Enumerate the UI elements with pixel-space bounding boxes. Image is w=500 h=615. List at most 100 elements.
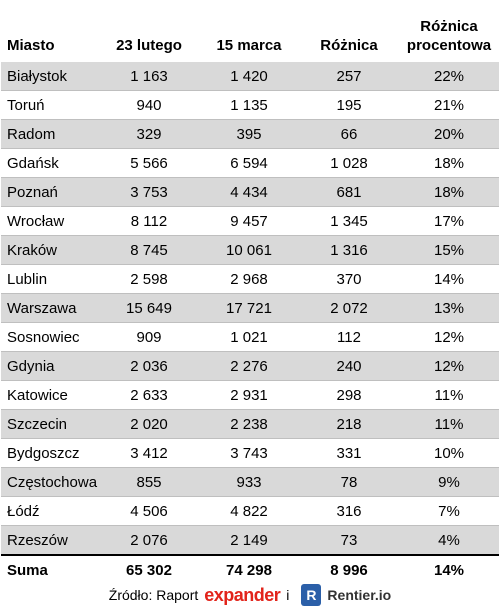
table-cell: 8 745	[99, 235, 199, 265]
table-cell: Częstochowa	[1, 467, 99, 497]
table-cell: 2 633	[99, 380, 199, 410]
table-cell: 9%	[399, 467, 499, 497]
table-cell: 18%	[399, 177, 499, 207]
table-cell: 13%	[399, 293, 499, 323]
table-cell: 3 412	[99, 438, 199, 468]
table-cell: Lublin	[1, 264, 99, 294]
table-cell: Rzeszów	[1, 525, 99, 555]
table-cell: Poznań	[1, 177, 99, 207]
table-cell: 17 721	[199, 293, 299, 323]
table-row: Białystok 1 163 1 420 257 22%	[1, 61, 499, 91]
total-cell: 8 996	[299, 554, 399, 584]
table-row: Kraków 8 745 10 061 1 316 15%	[1, 235, 499, 265]
table-cell: 6 594	[199, 148, 299, 178]
table-row: Sosnowiec 909 1 021 112 12%	[1, 322, 499, 352]
source-footer: Źródło: Raport expander i R Rentier.io	[0, 580, 500, 610]
table-cell: Toruń	[1, 90, 99, 120]
header-cell: Różnica procentowa	[406, 18, 492, 54]
conjunction: i	[286, 587, 290, 603]
table-cell: Katowice	[1, 380, 99, 410]
table-cell: 909	[99, 322, 199, 352]
header-cell: 23 lutego	[116, 37, 182, 54]
table-cell: 1 021	[199, 322, 299, 352]
table-cell: 4 822	[199, 496, 299, 526]
table-cell: 66	[299, 119, 399, 149]
table-row: Katowice 2 633 2 931 298 11%	[1, 380, 499, 410]
table-row: Radom 329 395 66 20%	[1, 119, 499, 149]
table-cell: 21%	[399, 90, 499, 120]
table-cell: 2 276	[199, 351, 299, 381]
table-cell: 22%	[399, 61, 499, 91]
header-cell: Miasto	[7, 37, 55, 54]
table-cell: 4%	[399, 525, 499, 555]
total-cell: 65 302	[99, 554, 199, 584]
table-cell: 933	[199, 467, 299, 497]
table-cell: 7%	[399, 496, 499, 526]
table-cell: 9 457	[199, 206, 299, 236]
table-cell: 1 345	[299, 206, 399, 236]
total-cell: 14%	[399, 554, 499, 584]
table-cell: 2 072	[299, 293, 399, 323]
expander-logo: expander	[204, 584, 281, 605]
table-cell: 17%	[399, 206, 499, 236]
table-cell: 298	[299, 380, 399, 410]
table-cell: 329	[99, 119, 199, 149]
table-cell: 11%	[399, 380, 499, 410]
table-cell: Łódź	[1, 496, 99, 526]
table-cell: 370	[299, 264, 399, 294]
header-cell: 15 marca	[216, 37, 282, 54]
table-cell: Wrocław	[1, 206, 99, 236]
table-cell: 395	[199, 119, 299, 149]
table-row: Bydgoszcz 3 412 3 743 331 10%	[1, 438, 499, 468]
table-row: Toruń 940 1 135 195 21%	[1, 90, 499, 120]
header-cell: Różnica	[320, 37, 378, 54]
table-row: Rzeszów 2 076 2 149 73 4%	[1, 525, 499, 555]
table-cell: 1 163	[99, 61, 199, 91]
table-cell: 2 968	[199, 264, 299, 294]
table-cell: Bydgoszcz	[1, 438, 99, 468]
table-cell: 112	[299, 322, 399, 352]
table-cell: 2 036	[99, 351, 199, 381]
table-cell: 2 076	[99, 525, 199, 555]
table-cell: 2 931	[199, 380, 299, 410]
table-cell: 681	[299, 177, 399, 207]
table-cell: Gdańsk	[1, 148, 99, 178]
table-cell: 10 061	[199, 235, 299, 265]
table-cell: Białystok	[1, 61, 99, 91]
table-cell: 12%	[399, 322, 499, 352]
table-row: Szczecin 2 020 2 238 218 11%	[1, 409, 499, 439]
table-cell: 15%	[399, 235, 499, 265]
table-cell: 1 028	[299, 148, 399, 178]
table-row: Lublin 2 598 2 968 370 14%	[1, 264, 499, 294]
table-cell: 11%	[399, 409, 499, 439]
table-cell: 940	[99, 90, 199, 120]
table-cell: 3 743	[199, 438, 299, 468]
total-row: Suma 65 302 74 298 8 996 14%	[1, 554, 499, 584]
header-row: Miasto 23 lutego 15 marca Różnica Różnica pr…	[1, 0, 499, 62]
table-cell: 2 238	[199, 409, 299, 439]
table-row: Warszawa 15 649 17 721 2 072 13%	[1, 293, 499, 323]
table-cell: 1 316	[299, 235, 399, 265]
table-row: Częstochowa 855 933 78 9%	[1, 467, 499, 497]
table-cell: 5 566	[99, 148, 199, 178]
table-cell: 316	[299, 496, 399, 526]
table-cell: 331	[299, 438, 399, 468]
table-cell: 1 420	[199, 61, 299, 91]
total-cell: Suma	[1, 554, 99, 584]
rentier-logo: Rentier.io	[327, 587, 392, 603]
table-cell: 14%	[399, 264, 499, 294]
table-row: Gdańsk 5 566 6 594 1 028 18%	[1, 148, 499, 178]
table-cell: 15 649	[99, 293, 199, 323]
table-cell: 257	[299, 61, 399, 91]
table-cell: 855	[99, 467, 199, 497]
table-cell: 2 149	[199, 525, 299, 555]
table-cell: 78	[299, 467, 399, 497]
table-cell: Szczecin	[1, 409, 99, 439]
table-cell: 4 434	[199, 177, 299, 207]
table-row: Łódź 4 506 4 822 316 7%	[1, 496, 499, 526]
table-row: Wrocław 8 112 9 457 1 345 17%	[1, 206, 499, 236]
table-cell: Sosnowiec	[1, 322, 99, 352]
table-cell: 18%	[399, 148, 499, 178]
table-cell: 2 598	[99, 264, 199, 294]
